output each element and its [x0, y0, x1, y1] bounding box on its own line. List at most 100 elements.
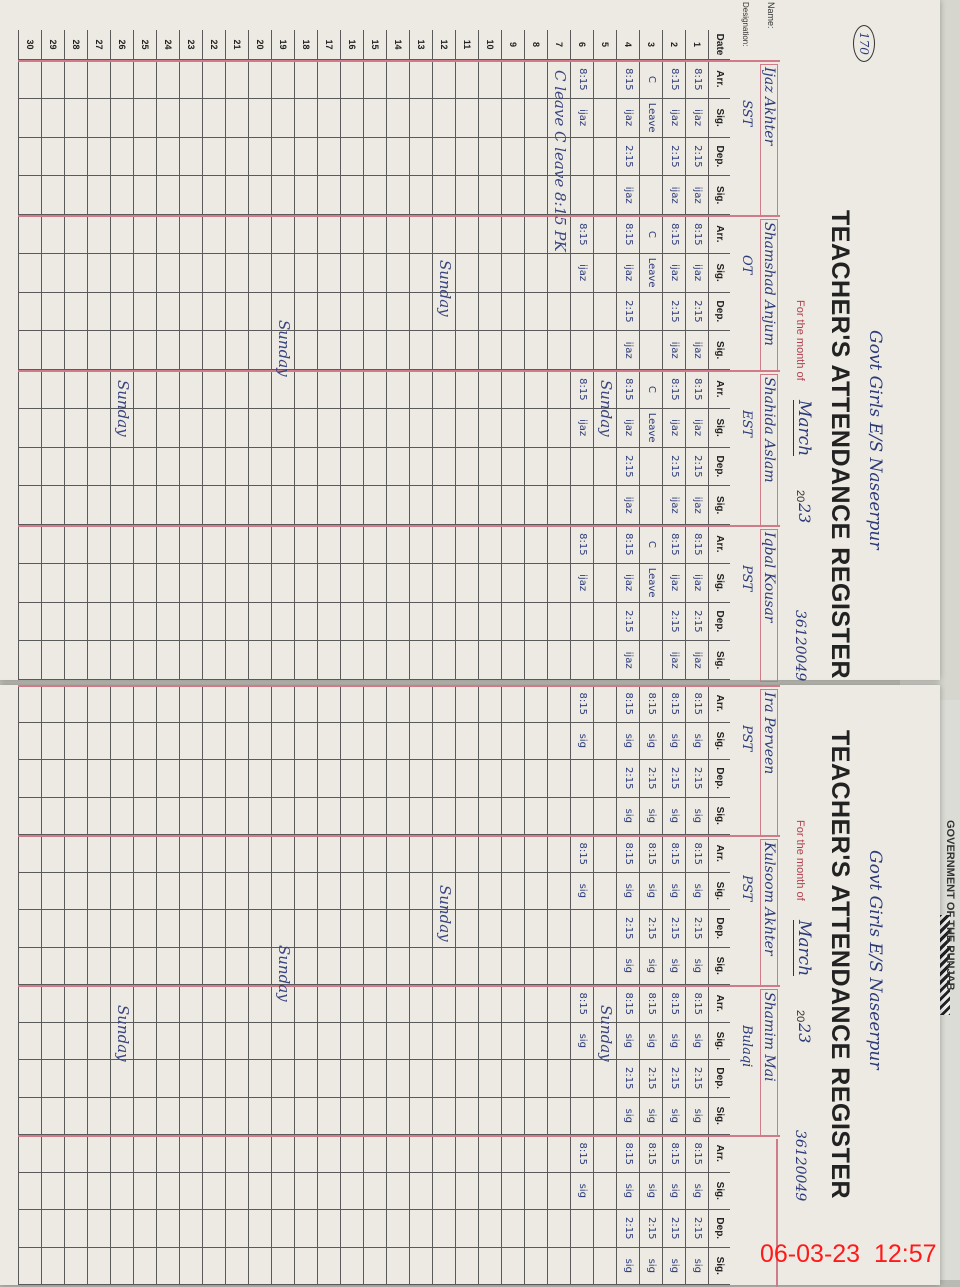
attendance-cell: 2:15: [639, 760, 662, 798]
attendance-cell: 2:15: [685, 137, 708, 177]
attendance-cell: [547, 1210, 570, 1248]
attendance-cell: [110, 137, 133, 177]
attendance-cell: 8:15: [685, 835, 708, 873]
school-name: Govt Girls E/S Naseerpur: [865, 330, 885, 550]
attendance-cell: [110, 722, 133, 760]
attendance-cell: [317, 60, 340, 99]
attendance-cell: [110, 215, 133, 254]
column-header: Dep.: [708, 137, 730, 177]
attendance-cell: [18, 292, 41, 332]
attendance-cell: [340, 910, 363, 948]
attendance-cell: [547, 1247, 570, 1285]
attendance-cell: [41, 98, 64, 138]
column-header: Arr.: [708, 525, 730, 564]
attendance-cell: [524, 947, 547, 985]
attendance-cell: 8:15: [662, 835, 685, 873]
attendance-cell: [317, 1060, 340, 1098]
attendance-cell: [593, 563, 616, 603]
attendance-cell: [225, 722, 248, 760]
attendance-cell: [133, 641, 156, 680]
attendance-cell: [294, 447, 317, 487]
attendance-cell: [455, 215, 478, 254]
attendance-cell: [41, 486, 64, 525]
attendance-cell: [41, 563, 64, 603]
attendance-cell: [64, 1210, 87, 1248]
attendance-cell: [455, 947, 478, 985]
attendance-cell: [432, 176, 455, 215]
attendance-cell: [455, 1247, 478, 1285]
attendance-cell: [179, 1022, 202, 1060]
attendance-cell: C: [639, 215, 662, 254]
attendance-cell: [363, 563, 386, 603]
attendance-cell: ijaz: [662, 486, 685, 525]
attendance-cell: 8:15: [685, 215, 708, 254]
attendance-cell: [547, 760, 570, 798]
attendance-cell: sig: [639, 797, 662, 835]
attendance-cell: [110, 1247, 133, 1285]
attendance-cell: [87, 1247, 110, 1285]
attendance-cell: sig: [616, 1247, 639, 1285]
date-cell: 18: [294, 30, 317, 60]
day-note: Sunday: [597, 380, 615, 437]
designation-label: Designation:: [741, 2, 750, 47]
attendance-cell: [524, 641, 547, 680]
attendance-cell: [570, 797, 593, 835]
attendance-cell: [547, 563, 570, 603]
attendance-cell: [271, 447, 294, 487]
attendance-cell: [179, 253, 202, 293]
attendance-cell: 2:15: [662, 292, 685, 332]
attendance-cell: [294, 985, 317, 1023]
date-cell: 8: [524, 30, 547, 60]
attendance-cell: [639, 641, 662, 680]
attendance-cell: [570, 447, 593, 487]
attendance-cell: [294, 98, 317, 138]
attendance-cell: [133, 292, 156, 332]
attendance-cell: [478, 602, 501, 642]
attendance-cell: 2:15: [639, 910, 662, 948]
attendance-cell: [202, 760, 225, 798]
attendance-cell: [593, 1210, 616, 1248]
teacher-column-divider: [18, 835, 780, 837]
attendance-cell: [271, 760, 294, 798]
attendance-cell: [225, 602, 248, 642]
attendance-cell: [478, 641, 501, 680]
attendance-cell: [501, 760, 524, 798]
date-cell: 6: [570, 30, 593, 60]
attendance-cell: [409, 1022, 432, 1060]
attendance-cell: 2:15: [662, 1060, 685, 1098]
attendance-cell: [478, 1210, 501, 1248]
attendance-cell: [363, 947, 386, 985]
attendance-cell: [202, 563, 225, 603]
month-value: March: [793, 920, 814, 977]
attendance-cell: C: [639, 370, 662, 409]
attendance-cell: [478, 60, 501, 99]
attendance-cell: 2:15: [662, 447, 685, 487]
attendance-cell: [156, 331, 179, 370]
attendance-cell: [501, 137, 524, 177]
date-cell: 20: [248, 30, 271, 60]
attendance-cell: [41, 408, 64, 448]
attendance-cell: [478, 1247, 501, 1285]
attendance-cell: [340, 722, 363, 760]
attendance-cell: [41, 253, 64, 293]
attendance-cell: [294, 563, 317, 603]
attendance-cell: sig: [662, 722, 685, 760]
attendance-cell: [478, 253, 501, 293]
attendance-cell: [501, 176, 524, 215]
attendance-cell: [202, 1135, 225, 1173]
attendance-cell: [248, 215, 271, 254]
attendance-cell: [110, 641, 133, 680]
attendance-cell: 8:15: [570, 985, 593, 1023]
attendance-cell: [455, 98, 478, 138]
attendance-cell: [133, 60, 156, 99]
attendance-cell: [363, 722, 386, 760]
attendance-cell: sig: [616, 1172, 639, 1210]
attendance-cell: [133, 137, 156, 177]
attendance-cell: [156, 370, 179, 409]
attendance-cell: sig: [639, 1247, 662, 1285]
attendance-cell: 8:15: [662, 985, 685, 1023]
attendance-cell: [225, 910, 248, 948]
attendance-cell: 2:15: [616, 137, 639, 177]
attendance-cell: 8:15: [570, 60, 593, 99]
